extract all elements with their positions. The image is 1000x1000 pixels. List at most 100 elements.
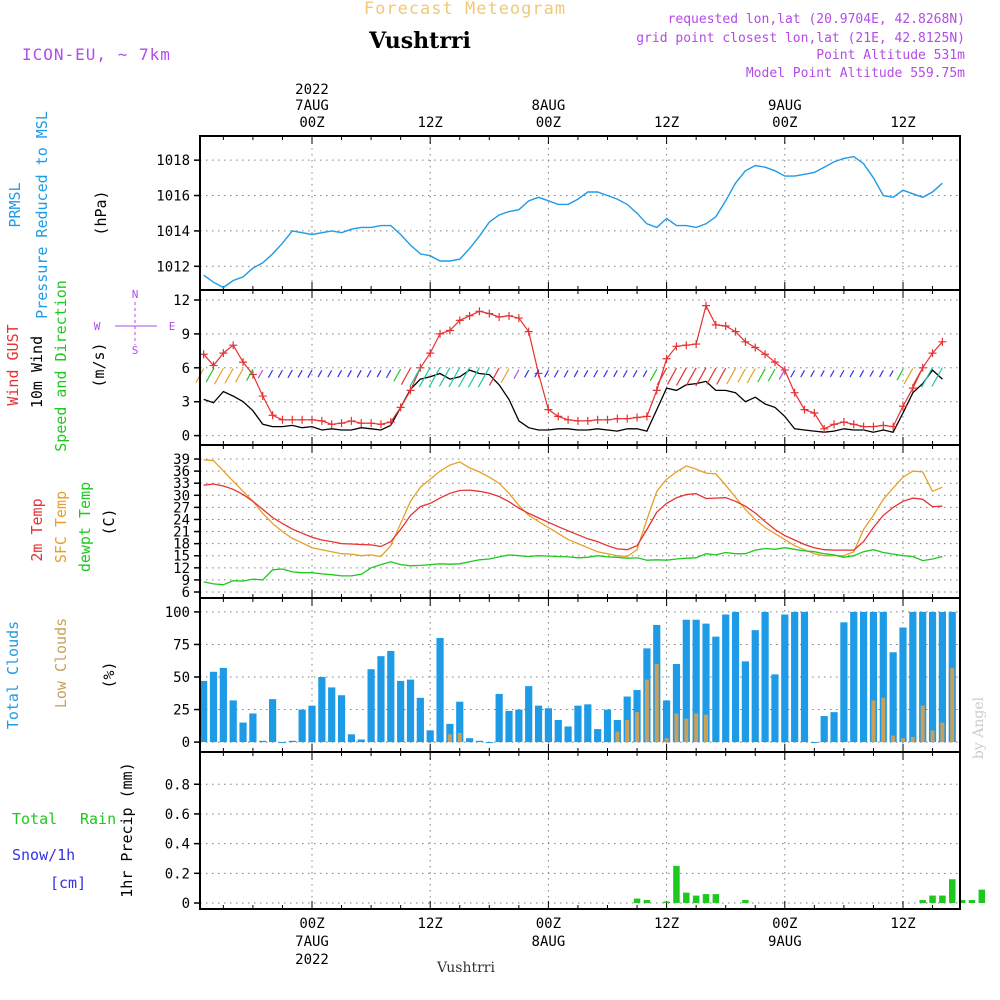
wind-arrow [603,370,609,378]
top-date-label: 8AUG [532,98,566,114]
panel-frame [199,751,961,910]
wind-arrow [676,367,687,386]
top-year: 2022 [295,82,329,98]
total-cloud-bar [771,674,779,743]
gust-marker [495,312,504,321]
low-cloud-bar [940,722,945,743]
total-cloud-bar [820,716,828,743]
total-cloud-bar [623,696,631,743]
low-cloud-bar [457,732,462,743]
gust-marker [288,415,297,424]
wind-arrow [337,370,343,378]
gust-marker [505,311,513,320]
y-tick-label: 0.4 [165,837,190,853]
total-cloud-bar [377,656,385,743]
panel-clouds: 0 25 50 75 100 Total Clouds Low Clouds (%) [4,597,961,753]
wind-arrow [839,369,845,378]
gust-marker [564,415,573,424]
gust-title: Wind GUST [4,324,22,405]
low-cloud-bar [664,738,669,743]
total-cloud-bar [298,709,306,743]
top-time-label: 12Z [890,115,915,131]
gust-marker [376,420,385,429]
requested-coords: requested lon,lat (20.9704E, 42.8268N) [668,12,965,27]
y-tick-label: 12 [173,561,190,577]
y-tick-label: 0.2 [165,866,190,882]
wind-arrow [544,370,549,378]
total-cloud-bar [278,742,287,744]
total-cloud-bar [200,680,208,743]
gust-marker [475,307,484,316]
y-tick-label: 12 [173,293,190,309]
wind-arrow [428,367,441,388]
total-cloud-bar [692,619,700,743]
t2m-line [203,483,943,551]
gust-marker [889,422,898,431]
rain-bar [633,898,641,903]
total-cloud-bar [397,680,405,743]
time-axis-bottom: 00Z 7AUG 2022 12Z 00Z 8AUG 12Z 00Z 9AUG 12Z [295,916,916,968]
wind-arrow [912,367,924,386]
gust-marker [524,327,533,336]
gust-marker [839,418,848,427]
gust-marker [692,340,701,349]
gust-marker [308,415,316,424]
gust-marker [702,301,710,310]
precip-total-label: Total [12,810,57,828]
total-cloud-bar [682,619,690,743]
panel-pressure: 1012 1014 1016 1018 PRMSL Pressure Reduced to… [6,111,961,319]
gust-marker [367,419,376,428]
rain-bar [673,865,680,903]
wind-arrow [790,369,796,378]
gust-marker [741,337,750,346]
low-cloud-bar [901,738,905,743]
rain-bar [643,900,651,903]
gust-marker [229,341,238,350]
gust-marker [642,412,651,421]
y-tick-label: 0 [182,896,190,912]
gust-marker [820,424,829,433]
rain-bar [968,900,976,903]
total-cloud-bar [357,739,365,743]
total-cloud-bar [702,623,710,743]
precip-snow-label: Snow/1h [12,846,75,864]
total-cloud-bar [416,697,424,743]
total-cloud-bar [436,637,444,743]
y-tick-label: 18 [173,537,190,553]
total-cloud-bar [229,700,237,743]
wind-arrow [297,369,303,378]
total-cloud-bar [406,679,415,743]
total-cloud-bar [860,611,868,743]
wind-arrow [666,367,677,385]
wind-arrow [889,370,894,377]
total-cloud-bar [288,740,296,743]
gust-marker [219,349,228,358]
wind-arrow [716,367,727,385]
y-tick-label: 0 [182,429,190,445]
wind-arrow [869,370,874,377]
gust-marker [711,320,720,329]
pressure-unit: (hPa) [92,190,110,235]
gust-marker [327,420,336,429]
low-cloud-bar [654,663,659,743]
wind-arrow [632,369,638,378]
gust-marker [810,409,819,418]
low-cloud-bar [920,705,925,743]
total-cloud-bar [318,677,326,743]
gust-marker [455,316,464,325]
gust-marker [347,416,356,425]
bottom-time-label: 12Z [654,916,679,932]
top-time-label: 12Z [654,115,679,131]
total-cloud-bar [554,719,562,743]
total-cloud-bar [594,729,602,743]
compass-icon: N S W E [94,288,176,357]
wind-arrow [356,369,362,378]
wind10m-line [203,369,943,433]
total-cloud-bar [909,611,917,743]
gust-marker [682,341,691,350]
wind-arrow [307,369,313,378]
top-date-label: 7AUG [295,98,329,114]
total-cloud-bar [544,708,552,743]
wind-arrow [921,367,934,388]
wind-arrow [800,370,806,378]
